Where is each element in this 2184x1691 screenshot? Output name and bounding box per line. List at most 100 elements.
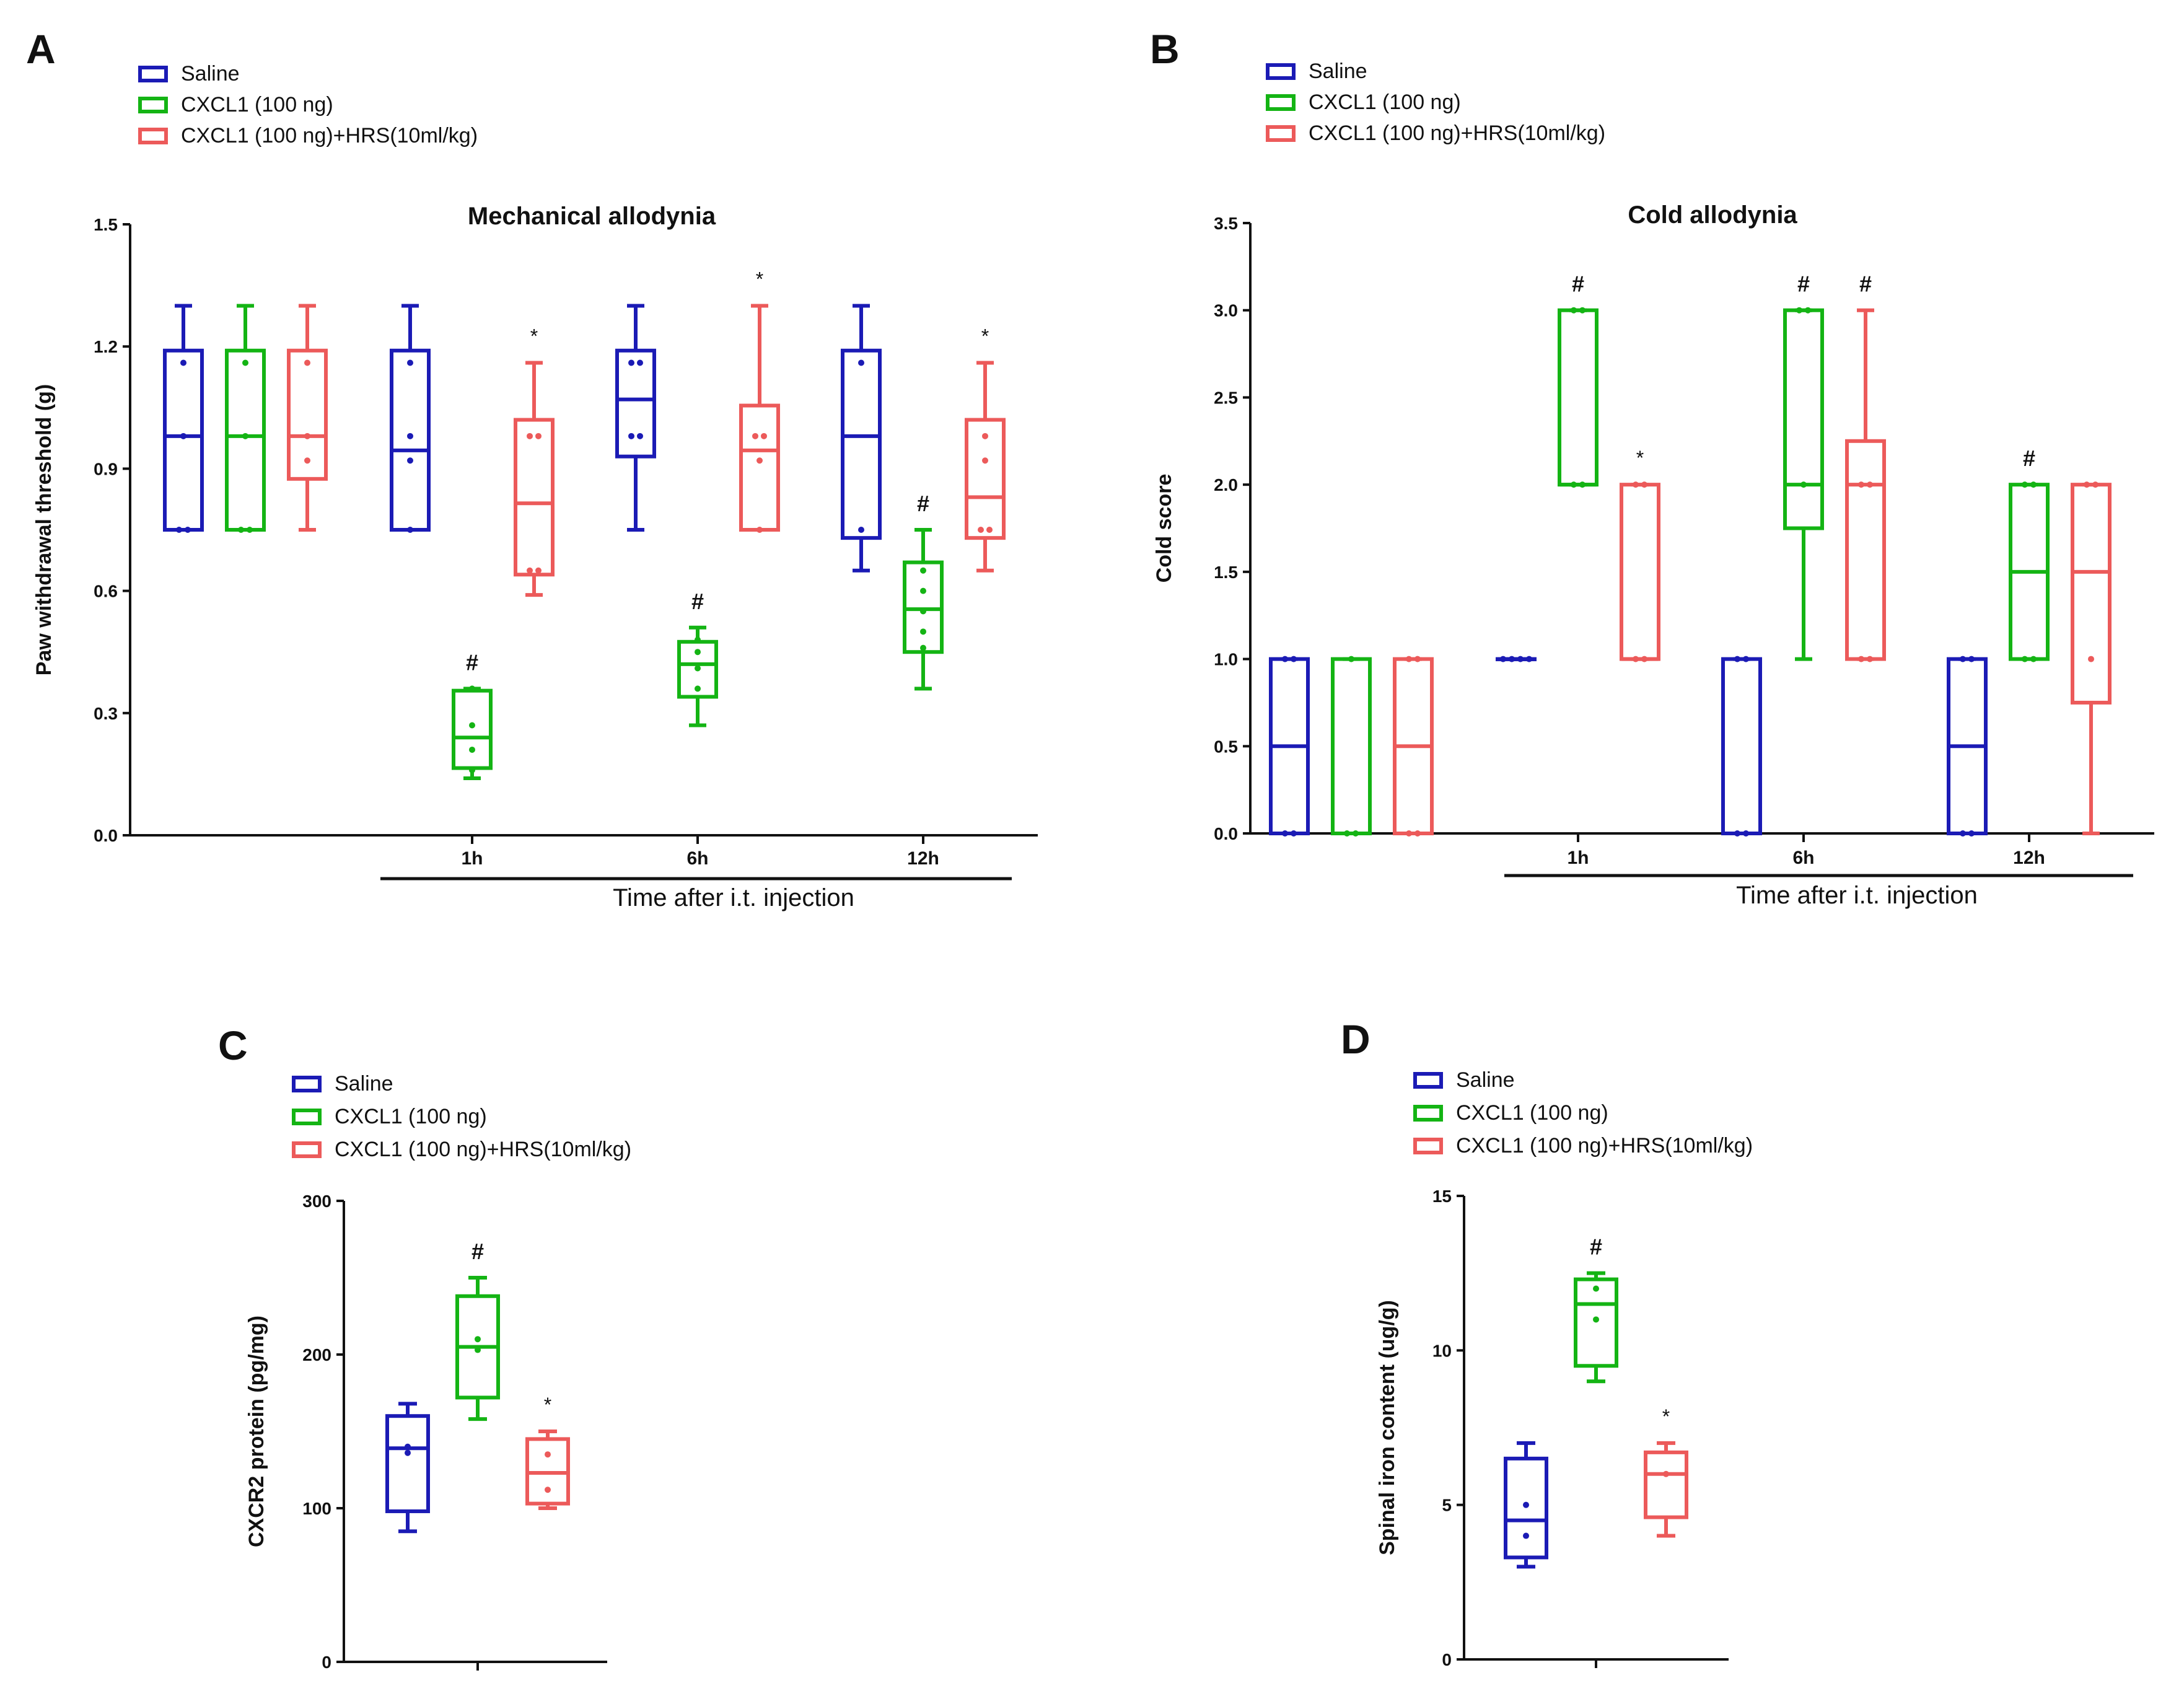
y-tick-label: 2.5 bbox=[1214, 388, 1238, 407]
data-point bbox=[628, 433, 634, 439]
data-point bbox=[475, 1346, 481, 1353]
box-2-2 bbox=[739, 304, 780, 533]
box-1-1 bbox=[1558, 307, 1599, 488]
data-point bbox=[469, 722, 475, 729]
panel-letter: D bbox=[1341, 1016, 1370, 1062]
data-point bbox=[1344, 830, 1350, 837]
box-iqr bbox=[385, 1414, 430, 1513]
y-tick-label: 200 bbox=[302, 1345, 331, 1364]
box-0-0 bbox=[1269, 656, 1310, 837]
legend-label: CXCL1 (100 ng) bbox=[1456, 1101, 1608, 1125]
box-iqr bbox=[841, 348, 882, 540]
box-iqr bbox=[739, 403, 780, 532]
box-iqr bbox=[1558, 308, 1599, 487]
x-category-label: 12h bbox=[2013, 848, 2045, 868]
data-point bbox=[304, 359, 310, 366]
y-axis-label: Cold score bbox=[1152, 474, 1176, 583]
data-point bbox=[2084, 481, 2090, 488]
legend-swatch bbox=[1413, 1105, 1443, 1122]
x-category-label: 12h bbox=[907, 848, 939, 869]
chart-panel-d: D Saline CXCL1 (100 ng) CXCL1 (100 ng)+HRS(… bbox=[1341, 1016, 1753, 1669]
data-point bbox=[469, 685, 475, 692]
significance-hash: # bbox=[1572, 271, 1584, 297]
data-point bbox=[1858, 481, 1864, 488]
box-2-0 bbox=[1644, 1441, 1688, 1538]
data-point bbox=[637, 433, 643, 439]
box-0-0 bbox=[385, 1402, 430, 1534]
data-point bbox=[238, 527, 244, 533]
box-iqr bbox=[514, 418, 555, 577]
data-point bbox=[1641, 656, 1647, 662]
data-point bbox=[920, 628, 926, 635]
y-tick-label: 2.0 bbox=[1214, 475, 1238, 494]
box-iqr bbox=[2071, 483, 2112, 705]
data-point bbox=[2030, 481, 2037, 488]
data-point bbox=[695, 665, 701, 672]
x-category-label: 6h bbox=[686, 848, 708, 869]
legend: Saline CXCL1 (100 ng) CXCL1 (100 ng)+HRS(1… bbox=[1413, 1068, 1753, 1157]
y-tick-label: 0.3 bbox=[94, 704, 118, 723]
x-axis-label: Time after i.t. injection bbox=[1736, 882, 1978, 909]
box-iqr bbox=[903, 560, 944, 654]
data-point bbox=[761, 433, 767, 439]
data-point bbox=[757, 457, 763, 464]
y-axis-label: Paw withdrawal threshold (g) bbox=[32, 384, 56, 675]
box-2-3 bbox=[965, 361, 1006, 573]
data-point bbox=[757, 527, 763, 533]
x-category-label: 1h bbox=[1567, 848, 1589, 868]
data-point bbox=[407, 527, 413, 533]
data-point bbox=[1500, 656, 1506, 662]
data-point bbox=[752, 433, 758, 439]
data-point bbox=[405, 1443, 411, 1450]
data-point bbox=[1960, 830, 1966, 837]
significance-hash: # bbox=[691, 589, 704, 614]
data-point bbox=[978, 527, 984, 533]
legend-swatch bbox=[292, 1076, 322, 1092]
significance-hash: # bbox=[466, 649, 478, 675]
y-axis-label: CXCR2 protein (pg/mg) bbox=[245, 1315, 268, 1547]
y-tick-label: 5 bbox=[1442, 1496, 1452, 1515]
legend-swatch bbox=[1266, 125, 1296, 142]
y-tick-label: 3.0 bbox=[1214, 301, 1238, 320]
data-point bbox=[1593, 1316, 1599, 1323]
data-point bbox=[1571, 481, 1577, 488]
y-axis-label: Spinal iron content (ug/g) bbox=[1375, 1300, 1399, 1555]
data-point bbox=[1633, 656, 1639, 662]
chart-panel-b: B Saline CXCL1 (100 ng) CXCL1 (100 ng)+HRS(… bbox=[1150, 26, 2154, 909]
legend-swatch bbox=[138, 66, 168, 82]
box-iqr bbox=[287, 348, 328, 481]
significance-hash: # bbox=[1797, 271, 1810, 297]
data-point bbox=[180, 359, 186, 366]
significance-hash: # bbox=[2023, 446, 2035, 471]
y-tick-label: 0.0 bbox=[94, 826, 118, 845]
data-point bbox=[469, 766, 475, 773]
data-point bbox=[1526, 656, 1532, 662]
data-point bbox=[1348, 656, 1354, 662]
legend-swatch bbox=[1413, 1072, 1443, 1089]
data-point bbox=[920, 587, 926, 594]
box-iqr bbox=[225, 348, 266, 532]
legend-label: CXCL1 (100 ng)+HRS(10ml/kg) bbox=[1456, 1134, 1753, 1157]
box-1-0 bbox=[1331, 656, 1372, 837]
data-point bbox=[469, 746, 475, 753]
data-point bbox=[695, 636, 701, 643]
significance-hash: # bbox=[917, 491, 929, 516]
data-point bbox=[920, 608, 926, 615]
legend: Saline CXCL1 (100 ng) CXCL1 (100 ng)+HRS(1… bbox=[292, 1072, 631, 1161]
box-1-0 bbox=[225, 304, 266, 533]
y-tick-label: 0.9 bbox=[94, 459, 118, 478]
box-2-3 bbox=[2071, 481, 2112, 835]
y-tick-label: 3.5 bbox=[1214, 214, 1238, 233]
data-point bbox=[2022, 481, 2028, 488]
data-point bbox=[176, 527, 182, 533]
data-point bbox=[1571, 307, 1577, 314]
data-point bbox=[545, 1451, 551, 1458]
data-point bbox=[1867, 481, 1873, 488]
data-point bbox=[1968, 830, 1975, 837]
y-tick-label: 10 bbox=[1432, 1341, 1452, 1360]
box-1-3 bbox=[2009, 481, 2050, 662]
data-point bbox=[1414, 830, 1421, 837]
data-point bbox=[982, 457, 988, 464]
box-1-3 bbox=[903, 528, 944, 691]
chart-title: Mechanical allodynia bbox=[468, 203, 716, 230]
